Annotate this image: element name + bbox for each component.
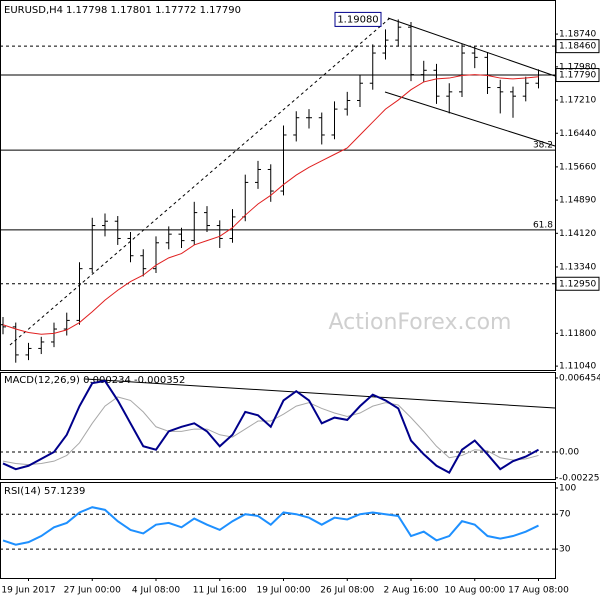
- y-tick-label: -0.002252: [559, 473, 600, 483]
- channel-line: [387, 17, 556, 77]
- moving-average: [2, 74, 539, 335]
- series-line: [2, 396, 539, 466]
- x-tick-label: 19 Jul 00:00: [257, 586, 311, 596]
- rsi-title: RSI(14) 57.1239: [4, 486, 85, 497]
- watermark: ActionForex.com: [329, 310, 512, 335]
- y-tick-label: 1.14890: [559, 196, 596, 206]
- macd-trend-line: [84, 378, 556, 409]
- x-tick-label: 10 Aug 00:00: [444, 586, 505, 596]
- level-label: 1.18460: [559, 42, 596, 52]
- chart-subtitle: 1.17798 1.17801 1.17772 1.17790: [66, 5, 241, 16]
- y-tick-label: 1.18740: [559, 30, 596, 40]
- y-tick-label: 1.11040: [559, 362, 596, 372]
- level-label: 38.2: [533, 141, 553, 151]
- annotation-box: [334, 11, 382, 27]
- level-label: 61.8: [533, 220, 553, 230]
- y-tick-label: 30: [559, 545, 571, 555]
- level-label: 1.17790: [559, 71, 596, 81]
- y-tick-label: 1.14120: [559, 229, 596, 239]
- level-label-box: [555, 39, 600, 54]
- y-tick-label: 1.16440: [559, 129, 596, 139]
- series-line: [2, 379, 539, 474]
- y-tick-label: 70: [559, 510, 571, 520]
- macd-title: MACD(12,26,9) 0.000234 -0.000352: [4, 375, 185, 386]
- y-tick-label: 0.006454: [559, 373, 600, 383]
- x-tick-label: 2 Aug 16:00: [384, 586, 439, 596]
- y-tick-label: 1.17980: [559, 62, 596, 72]
- macd-panel: [0, 372, 556, 480]
- channel-line: [384, 91, 556, 147]
- x-tick-label: 17 Aug 08:00: [508, 586, 569, 596]
- y-tick-label: 0.00: [559, 447, 579, 457]
- trend-line: [9, 17, 391, 346]
- y-tick-label: 100: [559, 484, 576, 494]
- y-tick-label: 1.13340: [559, 262, 596, 272]
- x-tick-label: 4 Jul 08:00: [132, 586, 181, 596]
- chart-title: EURUSD,H4: [4, 5, 63, 16]
- level-label-box: [555, 68, 600, 83]
- y-tick-label: 1.15660: [559, 162, 596, 172]
- series-line: [2, 506, 539, 546]
- rsi-panel: [0, 482, 556, 579]
- x-tick-label: 19 Jun 2017: [1, 586, 55, 596]
- y-tick-label: 1.17210: [559, 96, 596, 106]
- y-tick-label: 1.11800: [559, 329, 596, 339]
- level-label: 1.12950: [559, 279, 596, 289]
- x-tick-label: 27 Jun 00:00: [64, 586, 121, 596]
- x-tick-label: 26 Jul 08:00: [320, 586, 374, 596]
- price-panel: [0, 0, 556, 371]
- annotation-label: 1.19080: [337, 14, 378, 25]
- level-label-box: [555, 276, 600, 291]
- x-tick-label: 11 Jul 16:00: [193, 586, 247, 596]
